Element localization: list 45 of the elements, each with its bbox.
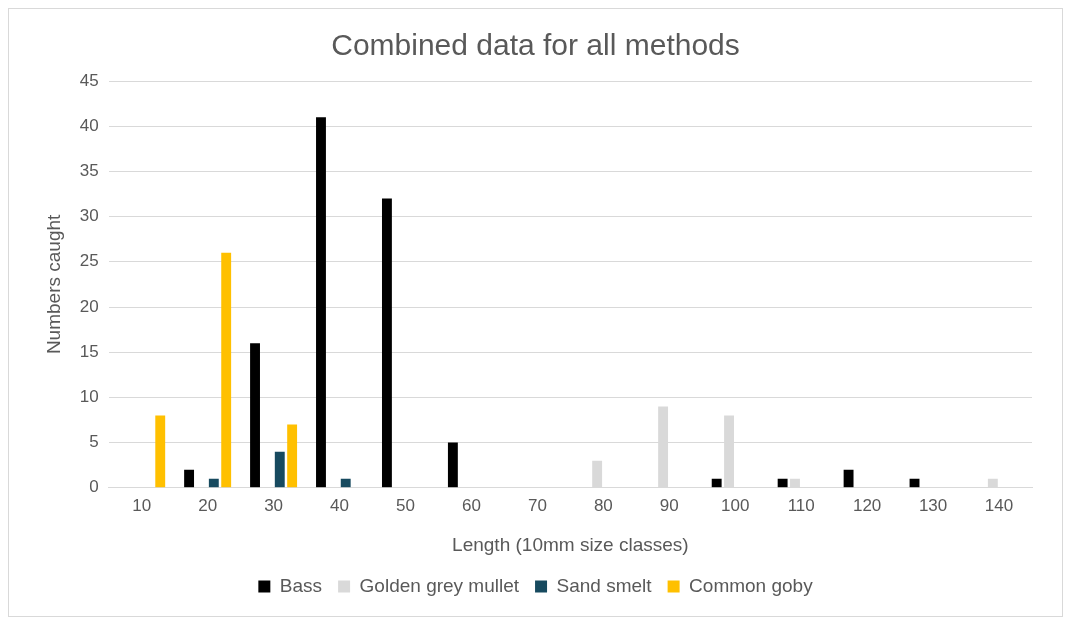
bar — [340, 478, 351, 488]
legend-label: Golden grey mullet — [359, 574, 520, 596]
x-tick-label: 10 — [132, 495, 152, 515]
y-tick-label: 0 — [89, 477, 99, 497]
y-axis-title: Numbers caught — [42, 213, 64, 355]
legend-label: Common goby — [689, 574, 814, 596]
x-tick-label: 140 — [984, 495, 1014, 515]
legend-label: Bass — [279, 574, 323, 596]
x-tick-label: 80 — [593, 495, 613, 515]
x-tick-label: 20 — [198, 495, 218, 515]
x-tick-label: 50 — [396, 495, 415, 515]
x-tick-label: 100 — [721, 495, 750, 515]
bar — [221, 252, 232, 488]
chart-title: Combined data for all methods — [331, 28, 740, 62]
x-tick-label: 70 — [527, 495, 547, 515]
x-axis-title: Length (10mm size classes) — [452, 533, 689, 555]
y-tick-label: 30 — [79, 206, 99, 226]
x-tick-label: 30 — [264, 495, 284, 515]
x-tick-label: 60 — [461, 495, 481, 515]
y-tick-label: 25 — [79, 251, 99, 271]
bar — [155, 415, 166, 488]
bar — [777, 478, 788, 488]
x-tick-label: 90 — [659, 495, 679, 515]
y-tick-label: 35 — [79, 161, 99, 181]
bar — [843, 469, 854, 488]
x-tick-label: 110 — [787, 495, 815, 515]
bar — [250, 343, 260, 488]
bar — [316, 117, 326, 488]
y-tick-label: 5 — [89, 432, 99, 452]
bar — [287, 424, 298, 488]
x-tick-label: 120 — [852, 495, 882, 515]
bar — [184, 469, 195, 488]
bar — [208, 478, 219, 488]
x-tick-label: 40 — [330, 495, 349, 515]
bar — [274, 451, 285, 488]
bar — [447, 442, 458, 488]
bar — [381, 198, 392, 488]
y-tick-label: 10 — [79, 387, 99, 407]
legend-label: Sand smelt — [556, 574, 653, 596]
y-tick-label: 40 — [79, 115, 99, 135]
y-tick-label: 15 — [79, 341, 99, 361]
y-tick-label: 45 — [79, 70, 99, 90]
bar — [711, 478, 722, 488]
y-tick-label: 20 — [79, 296, 99, 316]
x-tick-label: 130 — [918, 495, 948, 515]
